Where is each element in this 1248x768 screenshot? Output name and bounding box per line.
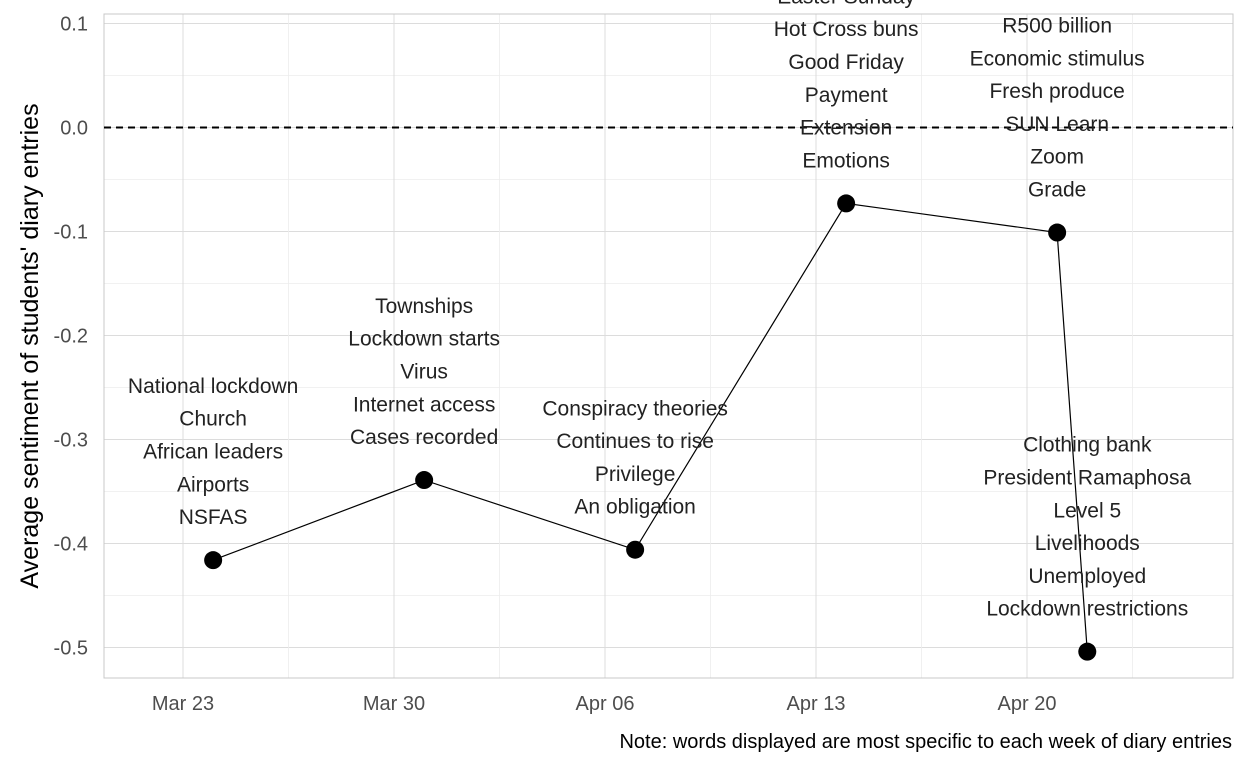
word-label: Lockdown restrictions xyxy=(986,598,1188,621)
y-axis-ticks: 0.1 0.0 -0.1 -0.2 -0.3 -0.4 -0.5 xyxy=(54,14,88,660)
data-point xyxy=(1078,642,1097,661)
y-tick-label: -0.2 xyxy=(54,326,88,348)
word-label: Hot Cross buns xyxy=(774,18,919,41)
word-label: Emotions xyxy=(802,149,890,172)
note-caption: Note: words displayed are most specific … xyxy=(619,731,1232,753)
series-line xyxy=(212,202,1088,652)
y-tick-label: -0.1 xyxy=(54,222,88,244)
word-label: Extension xyxy=(800,117,892,140)
word-label: President Ramaphosa xyxy=(983,466,1191,489)
plot-border xyxy=(103,13,1234,679)
word-label: Privilege xyxy=(595,463,676,486)
word-label: Church xyxy=(179,408,247,431)
word-label: Clothing bank xyxy=(1023,434,1152,457)
word-label: Good Friday xyxy=(788,51,904,74)
word-labels: National lockdown Church African leaders Ai… xyxy=(128,0,1192,621)
grid-lines xyxy=(104,14,1233,678)
x-tick-label: Apr 13 xyxy=(787,693,846,715)
data-point xyxy=(1048,223,1067,242)
word-label: Unemployed xyxy=(1028,565,1146,588)
data-point xyxy=(204,551,223,570)
word-label: Airports xyxy=(177,473,249,496)
word-label: Internet access xyxy=(353,393,495,416)
word-label: Easter Sunday xyxy=(777,0,915,8)
data-point xyxy=(626,540,645,559)
word-label: Livelihoods xyxy=(1035,532,1140,555)
word-label: Townships xyxy=(375,295,473,318)
y-axis-label: Average sentiment of students' diary ent… xyxy=(16,103,44,588)
word-label: Level 5 xyxy=(1053,499,1121,522)
word-label: Grade xyxy=(1028,179,1086,202)
word-label: Conspiracy theories xyxy=(542,397,728,420)
word-label: NSFAS xyxy=(179,506,248,529)
word-label: Lockdown starts xyxy=(348,328,500,351)
y-tick-label: -0.5 xyxy=(54,638,88,660)
x-tick-label: Apr 06 xyxy=(576,693,635,715)
word-label: Payment xyxy=(805,84,888,107)
word-label: Virus xyxy=(400,360,447,383)
data-point xyxy=(415,471,434,490)
y-tick-label: 0.0 xyxy=(60,118,88,140)
word-label: Continues to rise xyxy=(556,430,714,453)
x-tick-label: Mar 30 xyxy=(363,693,425,715)
y-tick-label: 0.1 xyxy=(60,14,88,36)
word-label: SUN Learn xyxy=(1005,113,1109,136)
word-label: Zoom xyxy=(1030,146,1084,169)
x-axis-ticks: Mar 23 Mar 30 Apr 06 Apr 13 Apr 20 xyxy=(152,693,1057,715)
x-tick-label: Apr 20 xyxy=(998,693,1057,715)
word-label: African leaders xyxy=(143,441,283,464)
word-label: R500 billion xyxy=(1002,15,1112,38)
word-label: National lockdown xyxy=(128,375,298,398)
word-label: An obligation xyxy=(574,496,695,519)
word-label: Cases recorded xyxy=(350,426,498,449)
y-tick-label: -0.3 xyxy=(54,430,88,452)
x-tick-label: Mar 23 xyxy=(152,693,214,715)
data-point xyxy=(837,194,856,213)
sentiment-series xyxy=(204,194,1097,661)
y-tick-label: -0.4 xyxy=(54,534,88,556)
word-label: Economic stimulus xyxy=(970,47,1145,70)
word-label: Fresh produce xyxy=(989,80,1124,103)
